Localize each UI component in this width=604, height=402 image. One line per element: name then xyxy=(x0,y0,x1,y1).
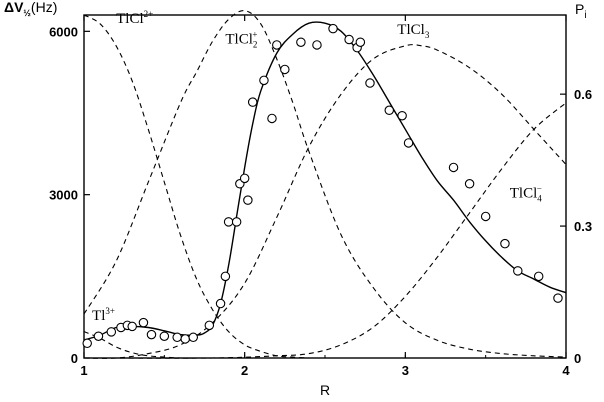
species-label-tl: Tl3+ xyxy=(92,306,115,324)
data-point xyxy=(106,327,117,337)
y-left-tick-label: 3000 xyxy=(49,188,78,203)
curves-layer xyxy=(83,10,567,359)
data-point xyxy=(127,321,137,332)
y-left-tick-label: 6000 xyxy=(49,24,78,39)
data-point xyxy=(397,110,407,121)
data-point xyxy=(146,329,157,340)
data-point xyxy=(243,195,253,205)
data-point xyxy=(180,334,190,344)
x-tick-label: 1 xyxy=(80,363,87,378)
species-label-tlcl2: TlCl2+ xyxy=(225,29,257,49)
data-point xyxy=(533,271,544,282)
data-point xyxy=(231,217,242,227)
data-point xyxy=(384,105,395,116)
species-label-tlcl4: TlCl4− xyxy=(510,183,543,203)
data-point xyxy=(480,211,491,222)
y-right-tick-label: 0.3 xyxy=(574,219,592,234)
data-point xyxy=(159,331,170,341)
data-point xyxy=(355,37,366,47)
data-point xyxy=(138,317,149,328)
data-point xyxy=(220,271,231,282)
species-curve-6 xyxy=(83,331,213,359)
data-point xyxy=(267,113,277,124)
y-right-tick-label: 0.6 xyxy=(574,87,592,102)
data-point xyxy=(280,64,290,75)
data-point xyxy=(365,78,375,88)
data-point xyxy=(188,332,199,343)
plot-border xyxy=(83,14,567,359)
species-label-tlcl3: TlCl3 xyxy=(397,22,430,40)
data-point xyxy=(259,75,269,86)
data-point xyxy=(82,338,92,349)
data-point xyxy=(204,320,215,331)
data-point xyxy=(247,97,258,107)
data-point xyxy=(553,293,563,303)
data-point xyxy=(172,332,182,343)
data-point xyxy=(344,34,354,45)
data-point xyxy=(312,40,322,50)
species-curve-5 xyxy=(83,102,567,359)
data-point xyxy=(500,238,510,249)
species-curve-2 xyxy=(83,14,309,359)
x-axis-label: R xyxy=(320,382,330,398)
points-layer xyxy=(82,23,563,349)
data-point xyxy=(223,217,234,227)
y-right-axis-label: Pi xyxy=(575,1,587,21)
species-label-tlcl: TlCl2+ xyxy=(116,9,153,27)
labels-layer: R ΔV½(Hz) Pi Tl3+ TlCl2+ TlCl2+ TlCl3 TlCl4− xyxy=(4,0,587,398)
y-left-axis-label: ΔV½(Hz) xyxy=(4,0,57,18)
species-curve-3 xyxy=(83,10,567,358)
data-point xyxy=(296,37,306,47)
data-point xyxy=(513,266,523,276)
species-curve-4 xyxy=(83,44,567,359)
data-point xyxy=(93,331,104,341)
data-point xyxy=(272,40,282,50)
data-point xyxy=(215,298,226,309)
data-point xyxy=(448,162,459,173)
y-left-tick-label: 0 xyxy=(71,351,78,366)
x-tick-label: 3 xyxy=(402,363,409,378)
plot-frame xyxy=(83,14,567,359)
data-point xyxy=(403,138,414,148)
data-point xyxy=(464,179,475,189)
data-point xyxy=(239,173,250,184)
data-point xyxy=(328,23,338,34)
fit-curve xyxy=(83,21,567,341)
x-tick-label: 4 xyxy=(562,363,570,378)
y-right-tick-label: 0 xyxy=(574,351,581,366)
x-tick-label: 2 xyxy=(241,363,248,378)
